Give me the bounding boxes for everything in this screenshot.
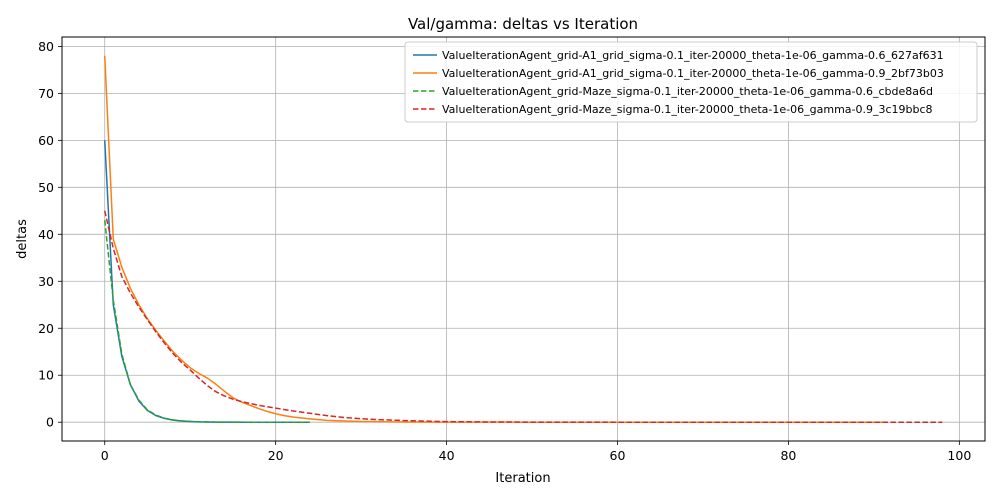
- x-axis-label: Iteration: [495, 471, 550, 486]
- y-tick-label: 80: [38, 39, 54, 54]
- legend-entry-label: ValueIterationAgent_grid-A1_grid_sigma-0…: [442, 67, 944, 80]
- series-group: [103, 55, 943, 423]
- legend-entry-label: ValueIterationAgent_grid-Maze_sigma-0.1_…: [442, 103, 933, 116]
- ticks-group: 0 20 40 60 80 100 0 10 20 30 40 50 60 70 80: [38, 39, 971, 463]
- series-line-3: [103, 220, 310, 423]
- y-tick-label: 50: [38, 180, 54, 195]
- legend-entry-label: ValueIterationAgent_grid-A1_grid_sigma-0…: [442, 49, 944, 62]
- y-tick-label: 40: [38, 227, 54, 242]
- legend-entry-label: ValueIterationAgent_grid-Maze_sigma-0.1_…: [442, 85, 933, 98]
- x-tick-label: 40: [439, 448, 455, 463]
- x-tick-label: 100: [947, 448, 971, 463]
- plot-frame: [61, 36, 986, 442]
- chart-title: Val/gamma: deltas vs Iteration: [408, 15, 638, 33]
- y-tick-label: 60: [38, 133, 54, 148]
- y-axis-label: deltas: [15, 219, 30, 259]
- y-tick-label: 10: [38, 368, 54, 383]
- y-tick-label: 30: [38, 274, 54, 289]
- legend-box: [404, 41, 978, 123]
- y-tick-label: 70: [38, 86, 54, 101]
- legend: ValueIterationAgent_grid-A1_grid_sigma-0…: [404, 41, 978, 123]
- x-tick-label: 80: [780, 448, 796, 463]
- y-tick-label: 0: [46, 415, 54, 430]
- x-tick-label: 0: [101, 448, 109, 463]
- x-tick-label: 20: [268, 448, 284, 463]
- x-tick-label: 60: [610, 448, 626, 463]
- y-tick-label: 20: [38, 321, 54, 336]
- series-line-4: [103, 210, 943, 423]
